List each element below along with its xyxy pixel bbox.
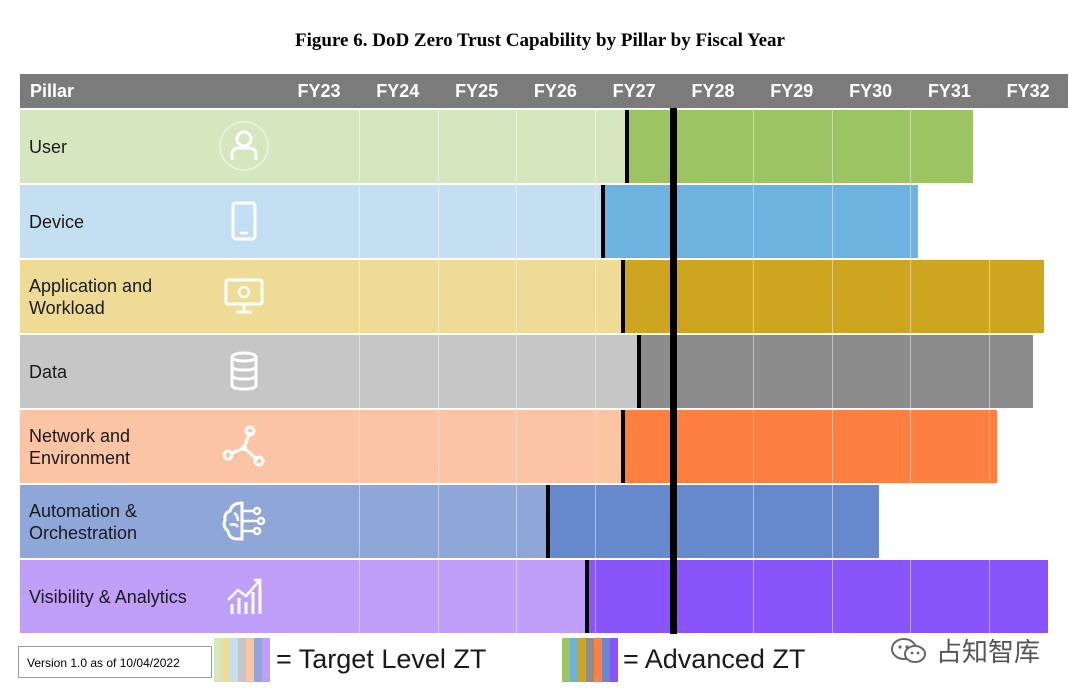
target-level-bar [20,560,588,633]
swatch-stripe [586,638,594,682]
advanced-zt-legend: = Advanced ZT [623,644,806,674]
pillar-label: Visibility & Analytics [29,586,187,607]
current-year-marker [670,108,677,634]
target-level-marker [624,110,629,183]
year-gridline [753,110,754,634]
network-icon [218,420,270,472]
advanced-zt-bar [622,260,1045,333]
swatch-stripe [246,638,254,682]
pillar-column-header: Pillar [30,81,75,101]
swatch-stripe [214,638,222,682]
fy-header-fy23: FY23 [297,81,341,101]
year-gridline [516,110,517,634]
target-level-bar [20,110,627,183]
fy-header-fy28: FY28 [691,81,735,101]
target-level-bar [20,185,604,258]
target-level-marker [620,260,625,333]
pillar-row-application-and-workload: Application and Workload [20,260,1068,333]
analytics-icon [218,570,270,622]
pillar-row-data: Data [20,335,1068,408]
swatch-stripe [230,638,238,682]
pillar-label: Device [29,211,85,232]
chart-header: Pillar FY23 FY24 FY25 FY26 FY27 FY28 FY29 FY30 F… [20,74,1068,108]
fy-header-fy29: FY29 [770,81,814,101]
target-level-marker [636,335,641,408]
fy-header-fy25: FY25 [455,81,499,101]
swatch-stripe [238,638,246,682]
swatch-stripe [594,638,602,682]
advanced-zt-bar [587,560,1049,633]
swatch-stripe [578,638,586,682]
target-level-bar [20,410,623,483]
target-level-marker [545,485,550,558]
wechat-icon [891,637,926,663]
pillar-row-network-and-environment: Network and Environment [20,410,1068,483]
target-level-legend: = Target Level ZT [276,644,487,674]
database-icon [218,345,270,397]
fy-header-fy26: FY26 [533,81,577,101]
pillar-row-user: User [20,110,1068,183]
brain-circuit-icon [218,495,270,547]
advanced-zt-bar [603,185,919,258]
swatch-stripe [562,638,570,682]
pillar-row-automation-orchestration: Automation & Orchestration [20,485,1068,558]
year-gridline [910,110,911,634]
target-level-marker [601,185,606,258]
fy-header-fy27: FY27 [612,81,656,101]
advanced-zt-bar [626,110,974,183]
fy-header-fy30: FY30 [849,81,893,101]
advanced-zt-bar [622,410,998,483]
watermark-text: 占知智库 [936,637,1041,667]
watermark: 占知智库 [890,632,1040,669]
target-level-bar [20,485,548,558]
year-gridline [359,110,360,634]
year-gridline [438,110,439,634]
year-gridline [832,110,833,634]
version-note: Version 1.0 as of 10/04/2022 [18,646,212,678]
target-level-bar [20,260,623,333]
tablet-icon [218,195,270,247]
target-level-bar [20,335,639,408]
swatch-stripe [262,638,270,682]
pillar-label: Data [29,361,68,382]
year-gridline [595,110,596,634]
fy-header-fy32: FY32 [1006,81,1050,101]
pillar-label: Network and Environment [29,425,131,468]
user-icon [218,120,270,172]
target-level-swatch [214,638,270,682]
swatch-stripe [602,638,610,682]
pillar-row-device: Device [20,185,1068,258]
pillar-label: User [29,136,68,157]
target-level-marker [585,560,590,633]
pillar-label: Application and Workload [29,275,153,318]
swatch-stripe [222,638,230,682]
fy-header-fy31: FY31 [927,81,971,101]
monitor-gear-icon [218,270,270,322]
target-level-marker [620,410,625,483]
swatch-stripe [570,638,578,682]
advanced-zt-swatch [562,638,618,682]
swatch-stripe [254,638,262,682]
year-gridline [989,110,990,634]
fy-header-fy24: FY24 [376,81,420,101]
pillar-label: Automation & Orchestration [29,500,138,543]
pillar-row-visibility-analytics: Visibility & Analytics [20,560,1068,633]
swatch-stripe [610,638,618,682]
advanced-zt-bar [638,335,1033,408]
advanced-zt-bar [547,485,879,558]
figure-title: Figure 6. DoD Zero Trust Capability by P… [295,30,785,51]
